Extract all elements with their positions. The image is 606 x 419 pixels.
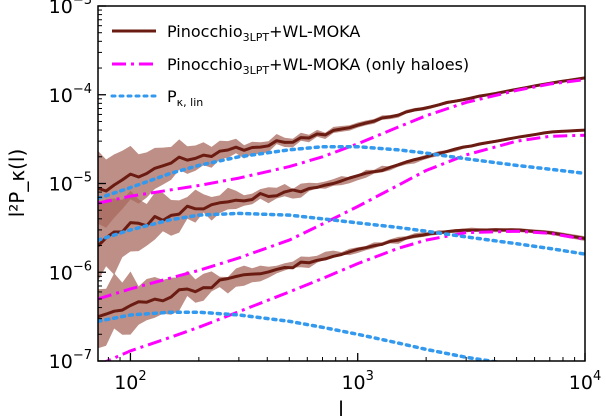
y-tick-label-0: 10−7 bbox=[49, 348, 92, 373]
series-line-linear-7 bbox=[98, 211, 585, 256]
y-tick-label-1: 10−6 bbox=[49, 259, 92, 284]
axis-ticks: 102 103 104 10−7 10−6 10−5 10−4 10−3 bbox=[49, 0, 602, 394]
error-band-0 bbox=[98, 77, 585, 228]
x-tick-label-1: 103 bbox=[341, 369, 373, 394]
x-axis-label: l bbox=[338, 397, 344, 419]
legend: Pinocchio3LPT+WL-MOKA Pinocchio3LPT+WL-MO… bbox=[110, 22, 469, 109]
series-line-haloes-3 bbox=[98, 78, 585, 205]
series-line-haloes-4 bbox=[98, 133, 585, 301]
series-line-full-0 bbox=[98, 76, 585, 193]
y-tick-label-4: 10−3 bbox=[49, 0, 92, 18]
series-line-linear-6 bbox=[98, 144, 585, 201]
series-line-full-1 bbox=[98, 128, 585, 247]
series-line-full-2 bbox=[98, 228, 585, 319]
series-line-linear-8 bbox=[98, 310, 502, 361]
x-tick-label-2: 104 bbox=[569, 369, 601, 394]
y-axis-label: l²P_κ(l) bbox=[5, 149, 29, 218]
error-band-2 bbox=[98, 227, 585, 349]
y-tick-label-3: 10−4 bbox=[49, 82, 92, 107]
legend-label-1: Pinocchio3LPT+WL-MOKA (only haloes) bbox=[167, 55, 469, 77]
series-line-haloes-5 bbox=[103, 229, 585, 361]
legend-label-0: Pinocchio3LPT+WL-MOKA bbox=[167, 22, 360, 44]
legend-label-2: Pκ, lin bbox=[167, 87, 203, 109]
uncertainty-bands bbox=[98, 77, 585, 349]
error-band-1 bbox=[98, 129, 585, 281]
x-tick-label-0: 102 bbox=[114, 369, 146, 394]
y-tick-label-2: 10−5 bbox=[49, 171, 92, 196]
series-lines bbox=[98, 76, 585, 361]
